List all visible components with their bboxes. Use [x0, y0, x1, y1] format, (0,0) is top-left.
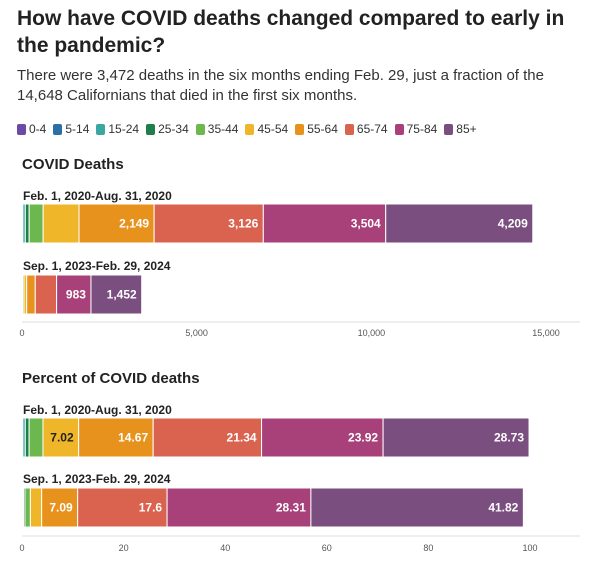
- legend-item-55-64[interactable]: 55-64: [295, 122, 338, 136]
- bar-segment: [90, 274, 143, 315]
- legend-swatch: [195, 123, 205, 135]
- legend-swatch: [444, 123, 454, 135]
- data-label: 4,209: [498, 217, 528, 231]
- bar-segment: [41, 487, 79, 528]
- bar-segment: [152, 417, 263, 458]
- legend-swatch: [295, 123, 305, 135]
- legend-swatch: [53, 123, 63, 135]
- legend: 0-4 5-14 15-24 25-34 35-44 45-54 55-64 65-74 75-…: [17, 120, 587, 138]
- legend-label: 45-54: [257, 122, 289, 136]
- legend-label: 5-14: [65, 122, 90, 136]
- data-label: 3,504: [351, 217, 381, 231]
- legend-label: 35-44: [207, 122, 239, 136]
- x-tick-label: 0: [19, 543, 24, 553]
- bar-segment: [24, 203, 30, 244]
- legend-swatch: [96, 123, 106, 135]
- legend-label: 65-74: [356, 122, 388, 136]
- bar-segment: [29, 487, 43, 528]
- data-label: 983: [66, 288, 86, 302]
- x-tick-label: 5,000: [185, 328, 208, 338]
- data-label: 1,452: [107, 288, 137, 302]
- bar-segment: [382, 417, 530, 458]
- bar-segment: [42, 203, 80, 244]
- bar-segment: [262, 203, 387, 244]
- row-label-2020-counts: Feb. 1, 2020-Aug. 31, 2020: [23, 189, 172, 203]
- bar-segment: [42, 417, 80, 458]
- legend-item-25-34[interactable]: 25-34: [146, 122, 189, 136]
- legend-label: 55-64: [307, 122, 338, 136]
- bar-segment: [28, 417, 44, 458]
- bar-segment: [26, 274, 36, 315]
- legend-swatch: [344, 123, 354, 135]
- legend-swatch: [245, 123, 255, 135]
- data-label: 7.09: [49, 501, 73, 515]
- legend-label: 15-24: [108, 122, 140, 136]
- data-label: 41.82: [488, 501, 518, 515]
- legend-swatch: [146, 123, 156, 135]
- x-tick-label: 40: [220, 543, 230, 553]
- legend-item-15-24[interactable]: 15-24: [96, 122, 139, 136]
- legend-item-65-74[interactable]: 65-74: [344, 122, 388, 136]
- x-tick-label: 20: [119, 543, 129, 553]
- bar-segment: [261, 417, 384, 458]
- legend-label: 75-84: [406, 122, 438, 136]
- data-label: 21.34: [227, 431, 257, 445]
- bar-segment: [56, 274, 92, 315]
- row-label-2024-percent: Sep. 1, 2023-Feb. 29, 2024: [23, 472, 171, 486]
- legend-swatch: [394, 123, 404, 135]
- bar-segment: [78, 203, 155, 244]
- bar-segment: [310, 487, 524, 528]
- data-label: 23.92: [348, 431, 378, 445]
- x-tick-label: 80: [423, 543, 433, 553]
- data-label: 14.67: [118, 431, 148, 445]
- legend-label: 25-34: [158, 122, 189, 136]
- legend-item-35-44[interactable]: 35-44: [195, 122, 239, 136]
- legend-label: 85+: [456, 122, 477, 136]
- legend-item-0-4[interactable]: 0-4: [17, 122, 46, 136]
- legend-item-5-14[interactable]: 5-14: [53, 122, 89, 136]
- x-tick-label: 10,000: [358, 328, 386, 338]
- data-label: 3,126: [228, 217, 258, 231]
- row-label-2020-percent: Feb. 1, 2020-Aug. 31, 2020: [23, 403, 172, 417]
- legend-label: 0-4: [29, 122, 47, 136]
- chart-subtitle: There were 3,472 deaths in the six month…: [17, 67, 544, 104]
- bar-segment: [77, 487, 168, 528]
- legend-item-85plus[interactable]: 85+: [444, 122, 477, 136]
- data-label: 7.02: [50, 431, 74, 445]
- legend-item-75-84[interactable]: 75-84: [394, 122, 438, 136]
- bar-segment: [385, 203, 534, 244]
- bar-segment: [34, 274, 58, 315]
- bar-segment: [28, 203, 44, 244]
- row-label-2024-counts: Sep. 1, 2023-Feb. 29, 2024: [23, 259, 171, 273]
- chart-title: How have COVID deaths changed compared t…: [17, 7, 565, 57]
- x-tick-label: 60: [322, 543, 332, 553]
- data-label: 28.73: [494, 431, 524, 445]
- bar-segment: [78, 417, 154, 458]
- x-tick-label: 100: [522, 543, 537, 553]
- legend-swatch: [17, 123, 26, 135]
- bar-segment: [24, 417, 30, 458]
- data-label: 2,149: [119, 217, 149, 231]
- section-title-percent: Percent of COVID deaths: [22, 370, 200, 387]
- data-label: 17.6: [139, 501, 163, 515]
- section-title-deaths: COVID Deaths: [22, 156, 124, 173]
- bar-segment: [166, 487, 312, 528]
- data-label: 28.31: [276, 501, 306, 515]
- x-tick-label: 0: [19, 328, 24, 338]
- bar-segment: [24, 487, 31, 528]
- legend-item-45-54[interactable]: 45-54: [245, 122, 288, 136]
- x-tick-label: 15,000: [532, 328, 560, 338]
